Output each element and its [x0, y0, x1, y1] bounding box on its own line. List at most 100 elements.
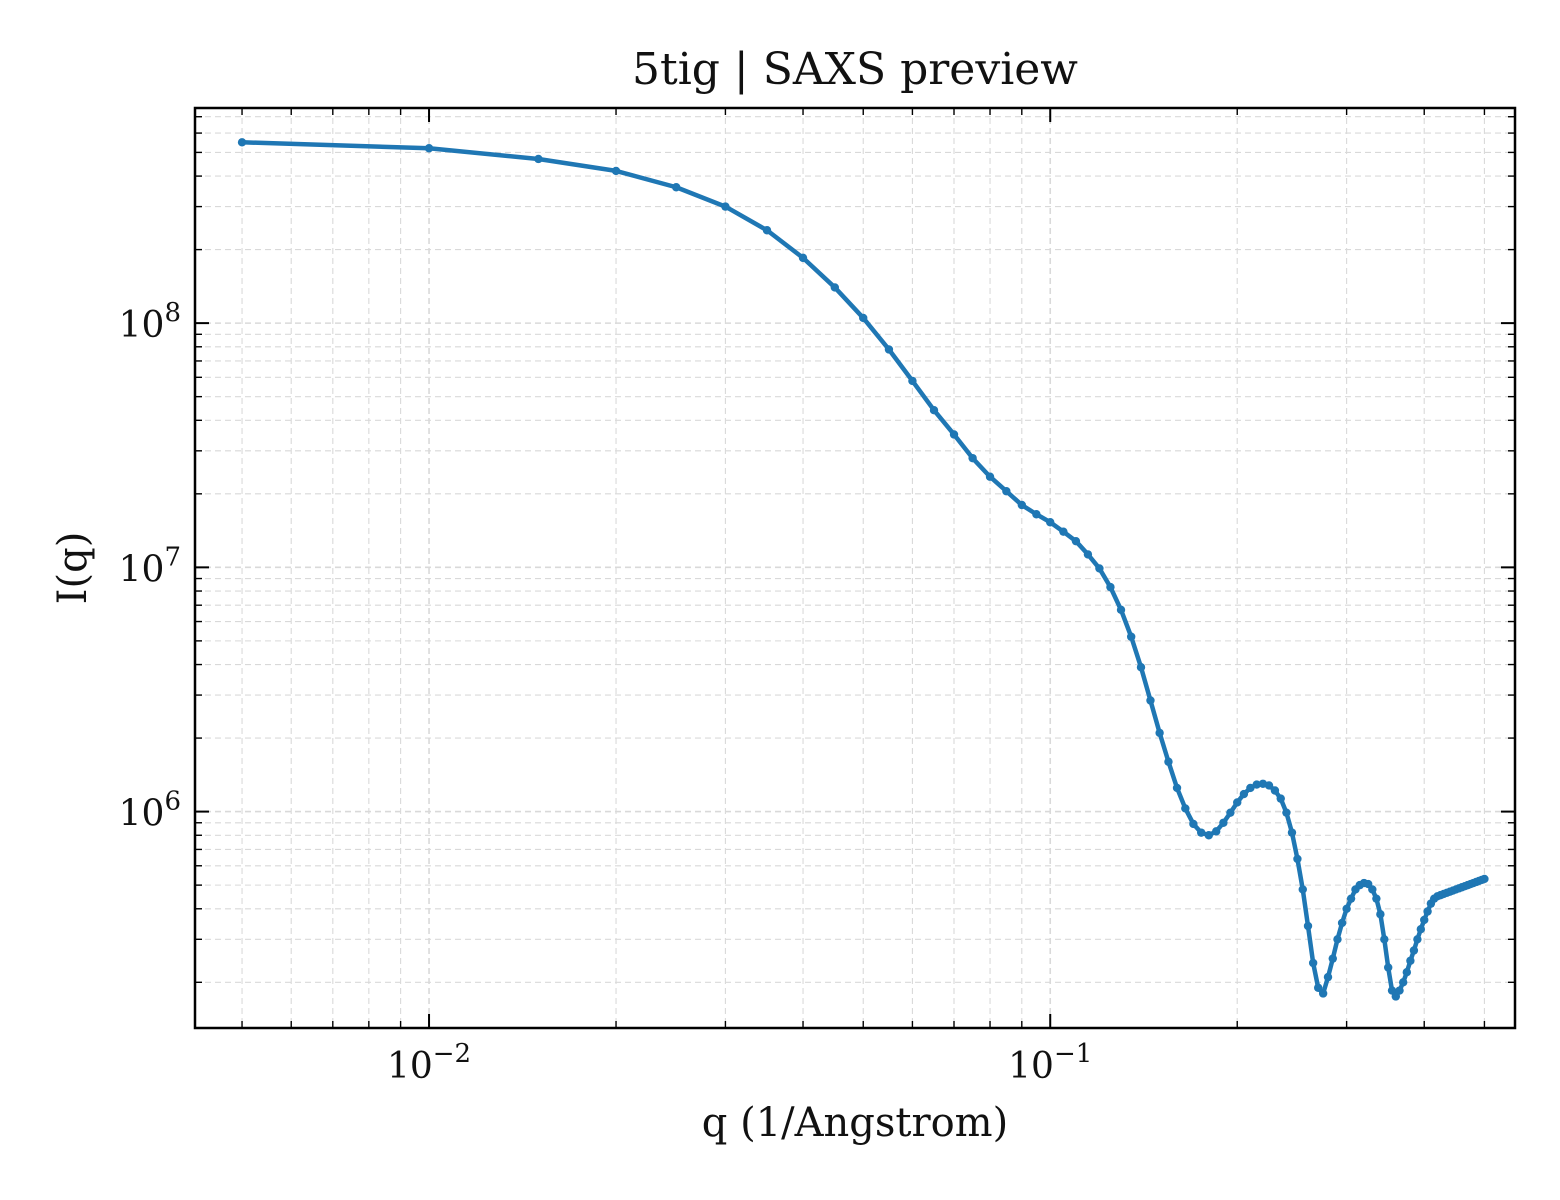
data-point [1409, 946, 1419, 955]
data-point [1181, 804, 1190, 813]
data-point [1204, 831, 1214, 840]
data-point [1002, 487, 1011, 496]
data-point [1246, 783, 1255, 793]
data-point [949, 430, 959, 439]
data-point [1384, 963, 1393, 972]
x-tick-label-exponent: −1 [1054, 1039, 1092, 1069]
data-point [1282, 808, 1291, 817]
data-point [1380, 935, 1389, 944]
data-point [1172, 783, 1182, 793]
data-point [1046, 518, 1055, 527]
data-point [1342, 904, 1351, 913]
data-point [1233, 798, 1242, 807]
data-point [1212, 827, 1221, 836]
data-point [1116, 605, 1126, 615]
data-point [721, 202, 730, 211]
data-point [830, 283, 840, 292]
data-point [1368, 885, 1377, 894]
x-tick-label: 10−2 [387, 1039, 471, 1087]
y-tick-label-exponent: 7 [164, 542, 181, 572]
data-point [672, 183, 681, 192]
data-point [424, 144, 434, 153]
x-tick-label-exponent: −2 [433, 1039, 471, 1069]
grid-layer [195, 108, 1515, 1028]
data-point [1323, 972, 1333, 982]
data-point [929, 406, 939, 415]
data-point [1252, 780, 1261, 789]
data-point [1333, 935, 1342, 944]
y-tick-label-exponent: 6 [164, 787, 181, 817]
x-tick-label-base: 10 [387, 1046, 433, 1087]
data-point [1071, 536, 1081, 546]
data-point [1146, 696, 1155, 705]
data-point [1318, 989, 1328, 998]
data-point [1303, 921, 1313, 931]
data-point [1226, 808, 1235, 817]
data-point [1298, 885, 1307, 894]
data-point [1406, 956, 1415, 965]
y-tick-label: 106 [119, 787, 181, 835]
data-point [1126, 632, 1136, 641]
data-point [1395, 986, 1404, 995]
data-point [1372, 894, 1381, 903]
data-point [1083, 550, 1093, 559]
data-point [1328, 954, 1337, 963]
x-axis-label: q (1/Angstrom) [702, 1100, 1008, 1146]
data-point [908, 376, 917, 386]
y-tick-label-exponent: 8 [164, 298, 181, 328]
chart-title: 5tig | SAXS preview [632, 44, 1078, 95]
data-point [1239, 789, 1249, 799]
data-point [859, 313, 868, 323]
data-point [884, 345, 894, 354]
data-point [1293, 854, 1302, 864]
data-point [1416, 924, 1426, 934]
y-tick-label-base: 10 [119, 305, 165, 346]
series-layer [237, 138, 1489, 1001]
data-point [1287, 828, 1297, 837]
data-point [1032, 510, 1041, 519]
data-point [534, 154, 543, 164]
data-point [798, 253, 808, 263]
data-point [1136, 663, 1146, 672]
data-point [1059, 527, 1068, 536]
x-tick-label: 10−1 [1008, 1039, 1092, 1087]
data-point [1106, 582, 1115, 592]
data-point [762, 226, 772, 235]
data-point [1308, 958, 1318, 968]
x-tick-label-base: 10 [1008, 1046, 1054, 1087]
y-tick-label: 107 [119, 542, 181, 590]
data-point [1189, 819, 1198, 829]
data-point [1402, 968, 1412, 977]
data-point [1264, 781, 1274, 790]
tick-layer [195, 108, 1515, 1028]
data-point [1346, 894, 1356, 903]
data-point [1017, 500, 1027, 510]
data-point [1420, 915, 1429, 925]
data-point [1423, 907, 1432, 916]
data-point [1376, 910, 1385, 919]
data-point [1197, 828, 1206, 837]
data-point [1337, 918, 1347, 928]
data-point [1480, 874, 1489, 884]
data-point [237, 138, 247, 147]
data-point [1270, 786, 1280, 795]
y-tick-label-base: 10 [119, 794, 165, 835]
data-point [985, 472, 995, 481]
data-point [1413, 935, 1422, 944]
y-tick-label-base: 10 [119, 549, 165, 590]
data-point [1398, 978, 1408, 987]
y-axis-label: I(q) [50, 532, 96, 605]
data-point [1155, 728, 1164, 738]
data-point [1095, 564, 1104, 573]
data-point [1219, 818, 1228, 827]
data-point [1276, 794, 1285, 803]
data-point [1164, 757, 1173, 766]
data-point [611, 166, 621, 176]
data-point [1313, 983, 1323, 992]
y-tick-label: 108 [119, 298, 181, 346]
data-point [968, 453, 977, 463]
